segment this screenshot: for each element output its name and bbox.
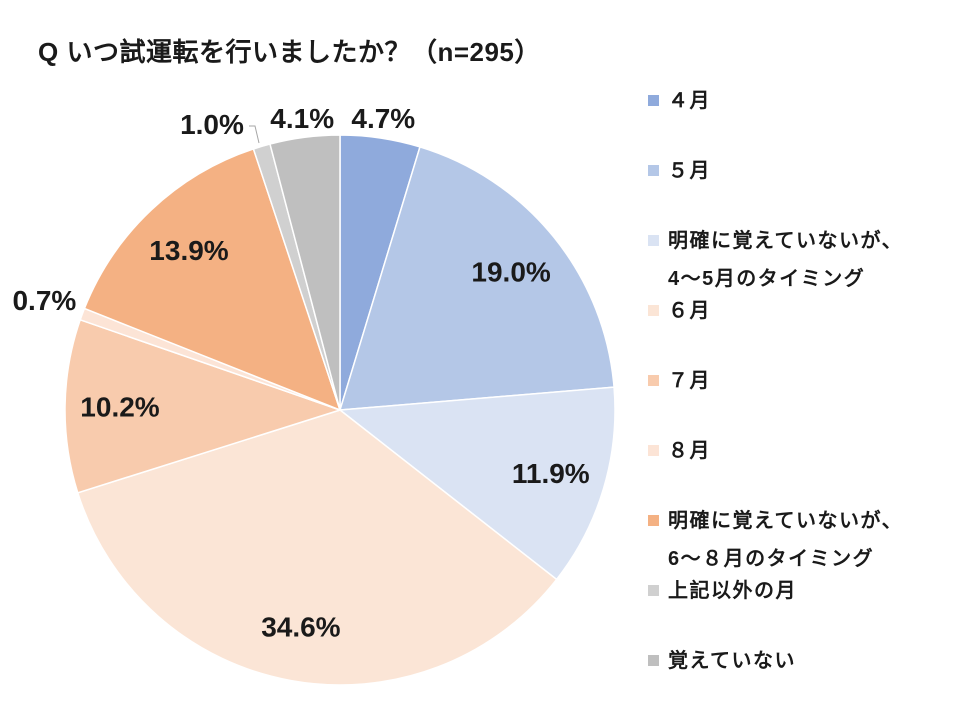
chart-title: Q いつ試運転を行いましたか？（n=295）: [38, 37, 541, 67]
pie-slices: [64, 134, 616, 686]
legend: ４月 ５月明確に覚えていないが、 4～5月のタイミング ６月 ７月 ８月明確に覚えていな…: [644, 0, 954, 720]
pie-slice-5: [64, 318, 343, 494]
pie-slice-2: [338, 145, 615, 411]
legend-item-3: 明確に覚えていないが、 4～5月のタイミング: [644, 222, 954, 290]
legend-item-8: 上記以外の月: [644, 572, 954, 610]
data-label-5: 10.2%: [80, 392, 159, 423]
legend-label: ４月: [668, 90, 711, 112]
legend-swatch: [648, 165, 659, 176]
data-label-6: 0.7%: [12, 285, 76, 316]
legend-swatch: [648, 445, 659, 456]
pie-slice-9: [269, 134, 341, 411]
legend-swatch: [648, 515, 659, 526]
legend-label: ６月: [668, 300, 711, 322]
data-label-8: 1.0%: [180, 109, 244, 140]
leader-line-8: [249, 125, 260, 144]
pie-slice-4: [76, 409, 558, 686]
legend-item-9: 覚えていない: [644, 642, 954, 680]
data-labels: 4.7% 19.0% 11.9% 34.6% 10.2% 0.7% 13.9% 1.0% 4.1…: [12, 103, 589, 642]
pie-slice-3: [338, 386, 616, 581]
legend-label: ７月: [668, 370, 711, 392]
legend-item-6: ８月: [644, 432, 954, 470]
legend-item-2: ５月: [644, 152, 954, 190]
legend-item-7: 明確に覚えていないが、 6～８月のタイミング: [644, 502, 954, 570]
legend-label: ５月: [668, 160, 711, 182]
legend-label: 明確に覚えていないが、 4～5月のタイミング: [668, 230, 904, 290]
legend-swatch: [648, 235, 659, 246]
legend-label: ８月: [668, 440, 711, 462]
legend-swatch: [648, 375, 659, 386]
legend-item-1: ４月: [644, 82, 954, 120]
legend-swatch: [648, 585, 659, 596]
legend-item-5: ７月: [644, 362, 954, 400]
legend-item-4: ６月: [644, 292, 954, 330]
data-label-4: 34.6%: [261, 611, 340, 642]
data-label-2: 19.0%: [471, 257, 550, 288]
data-label-7: 13.9%: [149, 235, 228, 266]
legend-label: 明確に覚えていないが、 6～８月のタイミング: [668, 510, 904, 570]
legend-label: 覚えていない: [668, 650, 796, 672]
data-label-3: 11.9%: [512, 458, 590, 489]
legend-swatch: [648, 305, 659, 316]
legend-swatch: [648, 655, 659, 666]
data-label-1: 4.7%: [351, 103, 415, 134]
data-label-9: 4.1%: [270, 103, 334, 134]
leader-lines: [249, 125, 260, 144]
pie-slice-7: [83, 148, 342, 412]
legend-swatch: [648, 95, 659, 106]
legend-label: 上記以外の月: [668, 580, 797, 602]
